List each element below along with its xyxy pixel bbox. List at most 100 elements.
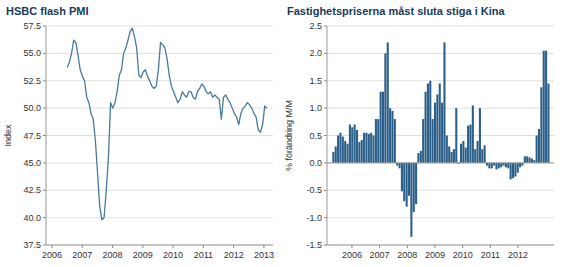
bar (408, 163, 410, 196)
grid-line (46, 26, 273, 27)
bar (453, 149, 455, 163)
bar (455, 108, 457, 163)
bar (377, 119, 379, 163)
bar (417, 153, 419, 163)
grid-line (46, 190, 273, 191)
bar (347, 144, 349, 163)
y-tick-label: 1.5 (309, 76, 322, 86)
bar (460, 144, 462, 163)
bar (332, 152, 334, 163)
bar (384, 53, 386, 163)
grid-line (327, 245, 554, 246)
marks (332, 42, 549, 236)
y-tick-label: 0.0 (309, 158, 322, 168)
y-tick-label: 45.0 (23, 158, 41, 168)
x-tick-label: 2012 (224, 250, 244, 260)
y-tick-label: -1.5 (306, 240, 322, 250)
bar (538, 129, 540, 163)
bar (351, 127, 353, 163)
y-tick-label: 0.5 (309, 131, 322, 141)
bar (370, 133, 372, 163)
y-tick-label: 1.0 (309, 103, 322, 113)
grid-line (327, 162, 554, 163)
x-tick-label: 2010 (163, 250, 183, 260)
x-tick-label: 2013 (254, 250, 274, 260)
bar (406, 163, 408, 207)
bar (337, 136, 339, 163)
bar (427, 83, 429, 162)
bar (531, 158, 533, 162)
bar (543, 51, 545, 163)
bar (512, 163, 514, 178)
bar (375, 119, 377, 163)
bar (500, 163, 502, 167)
bar (391, 111, 393, 163)
grid-line (46, 245, 273, 246)
y-tick-label: -0.5 (306, 185, 322, 195)
panel: 37.540.042.545.047.550.052.555.057.52006… (3, 5, 274, 260)
bar (481, 149, 483, 163)
bar (403, 163, 405, 201)
y-tick-label: 47.5 (23, 131, 41, 141)
bar (361, 140, 363, 163)
bar (439, 83, 441, 162)
bar (536, 136, 538, 163)
bar (529, 157, 531, 162)
bar (339, 133, 341, 163)
x-tick-label: 2007 (370, 250, 390, 260)
y-tick-label: -1.0 (306, 213, 322, 223)
bar (382, 92, 384, 163)
x-tick-label: 2011 (194, 250, 213, 260)
bar (448, 146, 450, 162)
x-tick-label: 2010 (453, 250, 473, 260)
y-axis (46, 26, 47, 245)
bar (425, 92, 427, 163)
bar (547, 83, 549, 162)
grid-line (46, 217, 273, 218)
bar (335, 146, 337, 162)
bar (342, 137, 344, 163)
grid-line (327, 26, 554, 27)
marks (67, 28, 267, 220)
y-label: Index (3, 124, 13, 147)
bar (389, 108, 391, 163)
bar (477, 141, 479, 163)
x-tick-label: 2008 (103, 250, 123, 260)
bar (436, 94, 438, 162)
bar (495, 163, 497, 170)
y-tick-label: 50.0 (23, 103, 41, 113)
bar (507, 163, 509, 168)
bar (365, 133, 367, 163)
bar (469, 125, 471, 163)
bar (491, 163, 493, 168)
bar (354, 125, 356, 163)
y-tick-label: 42.5 (23, 185, 41, 195)
grid-line (327, 80, 554, 81)
grid-line (327, 190, 554, 191)
x-tick-label: 2011 (481, 250, 500, 260)
y-tick-label: 2.0 (309, 48, 322, 58)
x-tick-label: 2007 (72, 250, 92, 260)
bar (479, 108, 481, 163)
bar (467, 126, 469, 163)
bar (373, 136, 375, 163)
bar (484, 145, 486, 163)
bar (441, 103, 443, 163)
x-tick-label: 2008 (397, 250, 417, 260)
y-tick-label: 37.5 (23, 240, 41, 250)
x-axis (327, 245, 554, 246)
bar (540, 87, 542, 163)
bar (363, 133, 365, 163)
bar (387, 42, 389, 162)
y-axis (327, 26, 328, 245)
y-tick-label: 40.0 (23, 213, 41, 223)
y-label: % förändring M/M (284, 100, 294, 171)
x-tick-label: 2006 (342, 250, 362, 260)
y-tick-label: 2.5 (309, 21, 322, 31)
bar (474, 149, 476, 163)
bar (380, 92, 382, 163)
x-axis (46, 245, 273, 246)
bar (519, 163, 521, 167)
bar (429, 81, 431, 163)
bar (545, 51, 547, 163)
